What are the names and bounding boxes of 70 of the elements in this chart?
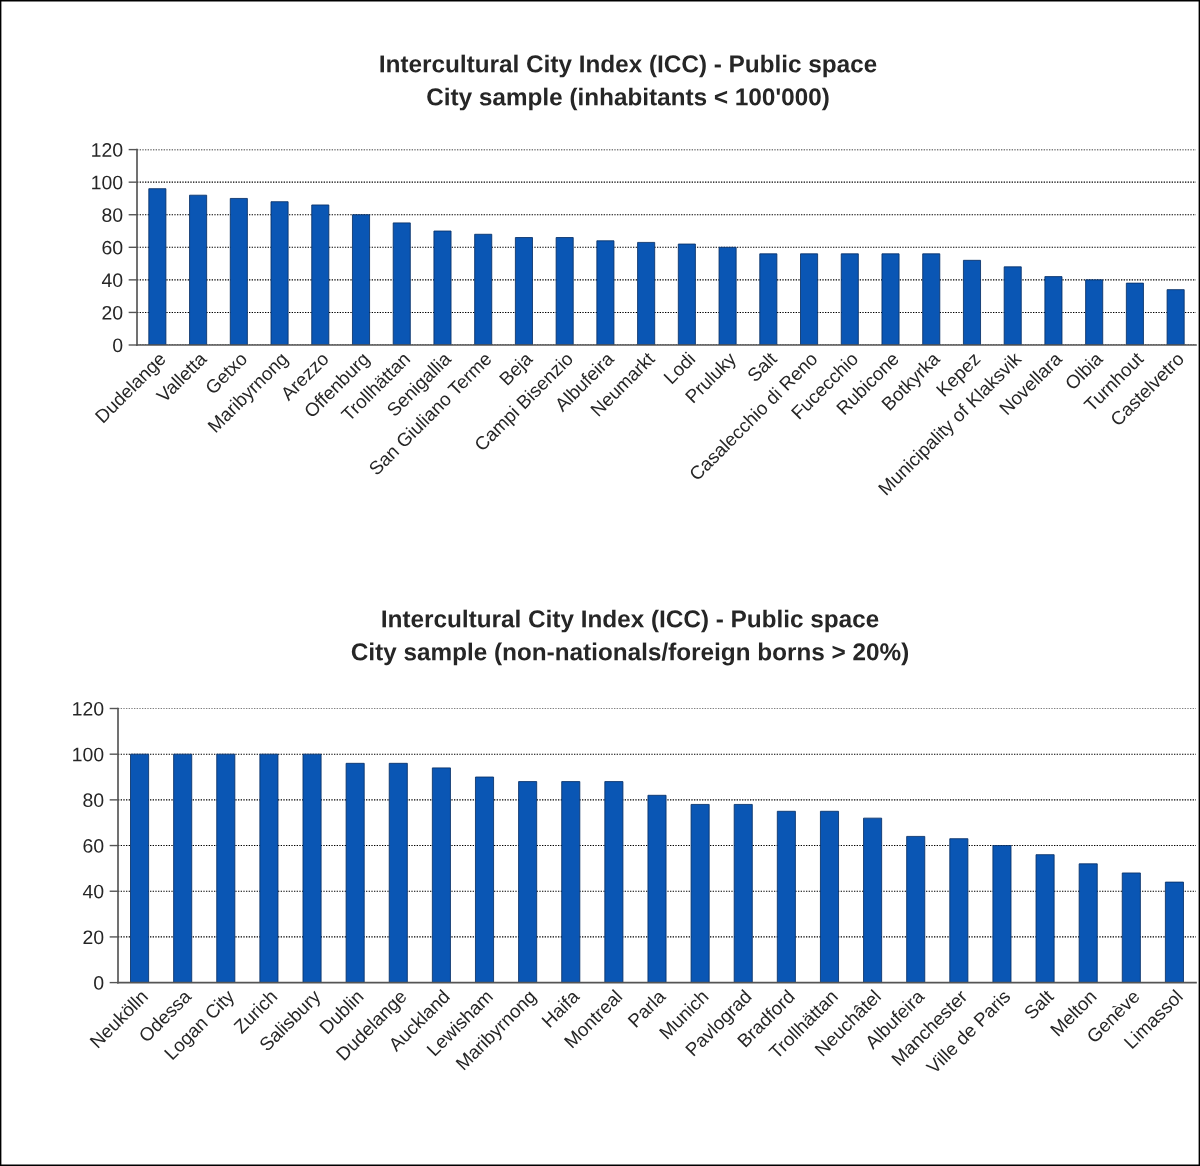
y-tick-label: 20 [102,305,123,320]
bar [906,835,926,983]
bar [1085,279,1104,345]
bar [604,781,624,983]
bar [718,246,737,345]
bar [840,253,859,345]
y-tick-label: 0 [113,338,123,353]
bar [173,753,193,983]
y-tick-label: 60 [102,240,123,255]
bar [800,253,819,345]
bar [949,838,969,983]
bar [259,753,279,983]
bar [776,810,796,983]
bar [514,237,533,345]
bar [431,767,451,983]
bar [690,804,710,983]
chart-title: Intercultural City Index (ICC) - Public space [380,54,877,78]
y-tick-label: 20 [83,930,104,945]
bar [637,241,656,345]
bar [352,214,370,345]
bar [1044,276,1063,345]
y-tick-label: 120 [92,143,123,157]
bar [229,198,248,345]
bar [311,204,330,345]
bar [130,753,150,983]
bar [518,781,538,983]
bar [922,253,941,345]
bar [733,804,753,983]
chart-subtitle: City sample (inhabitants < 100'000) [427,87,829,111]
bar [1121,872,1141,983]
bar [1035,854,1055,983]
y-tick-label: 40 [82,884,104,899]
bar [345,762,365,983]
bar [963,259,981,345]
chart-title: Intercultural City Index (ICC) - Public space [382,609,879,633]
y-tick-label: 100 [92,175,123,190]
bar [148,188,167,345]
bar [561,781,581,983]
y-tick-label: 60 [83,839,104,853]
y-tick-label: 0 [94,976,104,990]
y-tick-label: 80 [102,208,123,222]
x-tick-label: Salt [746,350,778,383]
bar [992,845,1012,983]
bar [881,253,900,345]
bar [1078,863,1098,983]
bar [759,253,778,345]
bar [216,753,236,983]
bar [647,794,667,983]
y-tick-label: 120 [73,701,104,716]
bar [388,762,408,983]
y-tick-label: 80 [83,793,104,808]
bar [1164,881,1184,983]
bar [302,753,322,983]
bar [1166,289,1185,345]
bar [820,810,839,983]
bar [392,222,411,345]
bar [596,240,615,345]
chart-subtitle: City sample (non-nationals/foreign borns > 20%) [351,642,909,666]
bar [1003,266,1022,345]
y-tick-label: 40 [101,273,123,288]
bar [555,237,574,345]
bar [474,233,493,345]
bar [475,776,494,983]
bar [863,817,883,983]
y-tick-label: 100 [73,747,104,762]
bar [270,201,289,345]
bar [677,243,696,345]
bar [433,230,452,345]
bar [1125,282,1144,345]
bar [189,194,208,345]
